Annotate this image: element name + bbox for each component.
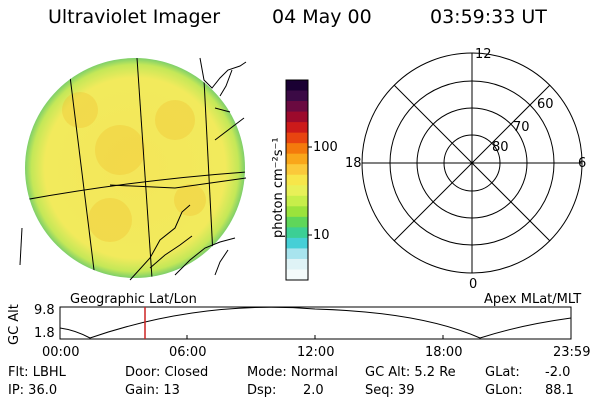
colorbar-segment xyxy=(286,101,308,113)
gain-info: Gain: 13 xyxy=(125,383,180,398)
gc-alt-info: GC Alt: 5.2 Re xyxy=(365,365,456,380)
colorbar-segment xyxy=(286,132,308,144)
uv-image xyxy=(19,57,247,281)
colorbar-segment xyxy=(286,90,308,102)
colorbar-unit-label: photon cm⁻²s⁻¹ xyxy=(271,137,286,238)
polar-plot xyxy=(361,52,583,274)
colorbar-segment xyxy=(286,237,308,249)
colorbar-segment xyxy=(286,185,308,197)
colorbar-segment xyxy=(286,122,308,134)
mlt-0-label: 0 xyxy=(469,277,478,292)
geographic-label: Geographic Lat/Lon xyxy=(70,292,197,307)
altitude-plot xyxy=(59,306,572,340)
dsp-value: 2.0 xyxy=(303,383,324,398)
xtick-0000: 00:00 xyxy=(42,345,80,360)
colorbar-segment xyxy=(286,227,308,239)
ip-info: IP: 36.0 xyxy=(8,383,58,398)
mode-info: Mode: Normal xyxy=(247,365,338,380)
xtick-0600: 06:00 xyxy=(169,345,207,360)
instrument-title: Ultraviolet Imager xyxy=(48,6,221,28)
colorbar-segment xyxy=(286,111,308,123)
colorbar-frame xyxy=(285,79,309,281)
mlat-80-label: 80 xyxy=(492,140,509,155)
apex-label: Apex MLat/MLT xyxy=(484,292,582,307)
flt-info: Flt: LBHL xyxy=(8,365,66,380)
glat-value: -2.0 xyxy=(545,365,571,380)
glat-label: GLat: xyxy=(485,365,520,380)
altitude-ymax: 9.8 xyxy=(34,303,55,318)
xtick-2359: 23:59 xyxy=(553,345,591,360)
seq-info: Seq: 39 xyxy=(365,383,415,398)
mlt-18-label: 18 xyxy=(345,156,362,171)
altitude-ymin: 1.8 xyxy=(34,326,55,341)
mlat-70-label: 70 xyxy=(513,120,530,135)
colorbar-segment xyxy=(286,164,308,176)
colorbar-tick-100: 100 xyxy=(313,140,338,155)
colorbar-segment xyxy=(286,153,308,165)
colorbar xyxy=(285,79,312,281)
colorbar-segment xyxy=(286,143,308,155)
colorbar-tick-10: 10 xyxy=(313,228,330,243)
dsp-label: Dsp: xyxy=(247,383,277,398)
colorbar-segment xyxy=(286,258,308,270)
glon-label: GLon: xyxy=(485,383,523,398)
date-label: 04 May 00 xyxy=(272,6,372,28)
colorbar-segment xyxy=(286,80,308,92)
glon-value: 88.1 xyxy=(545,383,574,398)
colorbar-segment xyxy=(286,195,308,207)
door-info: Door: Closed xyxy=(125,365,209,380)
colorbar-segment xyxy=(286,248,308,260)
xtick-1200: 12:00 xyxy=(297,345,335,360)
colorbar-segment xyxy=(286,269,308,281)
mlt-6-label: 6 xyxy=(578,156,587,171)
colorbar-segment xyxy=(286,216,308,228)
colorbar-segment xyxy=(286,206,308,218)
time-label: 03:59:33 UT xyxy=(430,6,547,28)
colorbar-segment xyxy=(286,174,308,186)
mlt-12-label: 12 xyxy=(475,47,492,62)
xtick-1800: 18:00 xyxy=(425,345,463,360)
mlat-60-label: 60 xyxy=(537,97,554,112)
altitude-ylabel: GC Alt xyxy=(7,304,22,345)
